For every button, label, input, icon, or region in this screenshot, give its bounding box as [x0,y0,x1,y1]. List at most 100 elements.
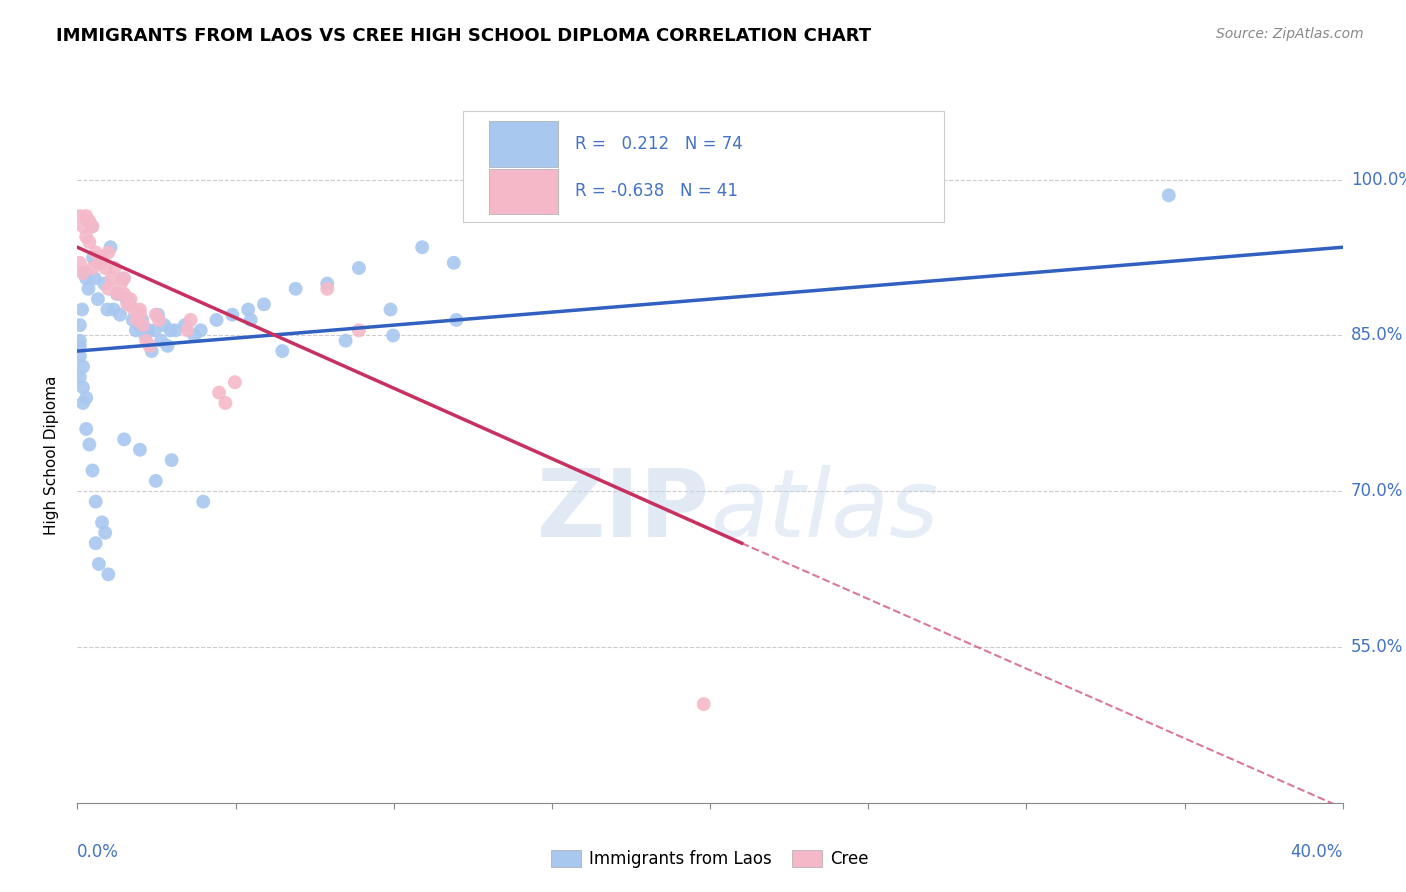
Point [117,297,139,311]
Point [153,318,176,332]
Point [380,302,402,317]
Point [120,292,142,306]
Point [238,302,260,317]
Point [382,328,405,343]
Point [84,494,107,508]
Point [112,287,135,301]
Point [72,219,94,234]
Point [112,433,135,447]
Point [84,245,107,260]
Point [135,334,157,348]
Point [183,328,205,343]
Point [94,260,117,275]
Point [129,442,152,457]
Point [77,282,100,296]
Point [221,308,243,322]
Text: 40.0%: 40.0% [1291,843,1343,861]
Y-axis label: High School Diploma: High School Diploma [44,376,59,534]
Text: 85.0%: 85.0% [1351,326,1403,344]
Point [190,323,212,337]
Point [446,313,468,327]
Text: 70.0%: 70.0% [1351,483,1403,500]
Text: R =   0.212   N = 74: R = 0.212 N = 74 [575,135,742,153]
Point [69,209,91,223]
Point [75,271,97,285]
Point [145,474,167,488]
Point [148,313,170,327]
Point [239,313,262,327]
Point [174,318,197,332]
Text: 55.0%: 55.0% [1351,638,1403,656]
Point [316,282,339,296]
Point [94,525,117,540]
Point [83,271,105,285]
Point [224,376,246,390]
Point [100,240,122,254]
Point [100,271,122,285]
Point [105,287,128,301]
Point [82,260,104,275]
Point [284,282,307,296]
Point [129,308,152,322]
Point [82,219,104,234]
Point [75,209,97,223]
Point [143,323,166,337]
Point [131,313,153,327]
Point [70,302,93,317]
Point [112,271,135,285]
Point [69,370,91,384]
Point [115,292,138,306]
Point [128,318,150,332]
Point [347,323,370,337]
Point [134,328,156,343]
Point [96,302,118,317]
Point [138,323,160,337]
Text: ZIP: ZIP [537,465,710,557]
Point [347,260,370,275]
Point [443,256,465,270]
Point [69,349,91,363]
Point [72,380,94,394]
Point [146,308,169,322]
Point [138,339,160,353]
Point [205,313,228,327]
Point [108,308,131,322]
Point [132,318,155,332]
Text: Source: ZipAtlas.com: Source: ZipAtlas.com [1216,27,1364,41]
Point [145,308,167,322]
Point [79,235,101,249]
Point [91,516,114,530]
Point [75,391,97,405]
Point [79,437,101,451]
Point [72,396,94,410]
Point [214,396,236,410]
Point [69,334,91,348]
Point [180,313,202,327]
Point [110,277,132,291]
Point [150,334,173,348]
Point [87,557,110,571]
Point [82,251,104,265]
Point [97,282,120,296]
Point [97,245,120,260]
Point [75,422,97,436]
FancyBboxPatch shape [489,169,558,214]
Point [87,292,110,306]
Point [122,302,145,317]
Point [141,344,163,359]
FancyBboxPatch shape [489,121,558,167]
Point [107,287,129,301]
Point [93,277,115,291]
Point [75,266,97,280]
Point [253,297,276,311]
Point [103,302,125,317]
Point [125,313,148,327]
Point [159,323,181,337]
Point [121,313,143,327]
Point [97,567,120,582]
Point [193,494,215,508]
Point [411,240,433,254]
Text: 0.0%: 0.0% [77,843,120,861]
Text: atlas: atlas [710,465,938,556]
Point [84,536,107,550]
